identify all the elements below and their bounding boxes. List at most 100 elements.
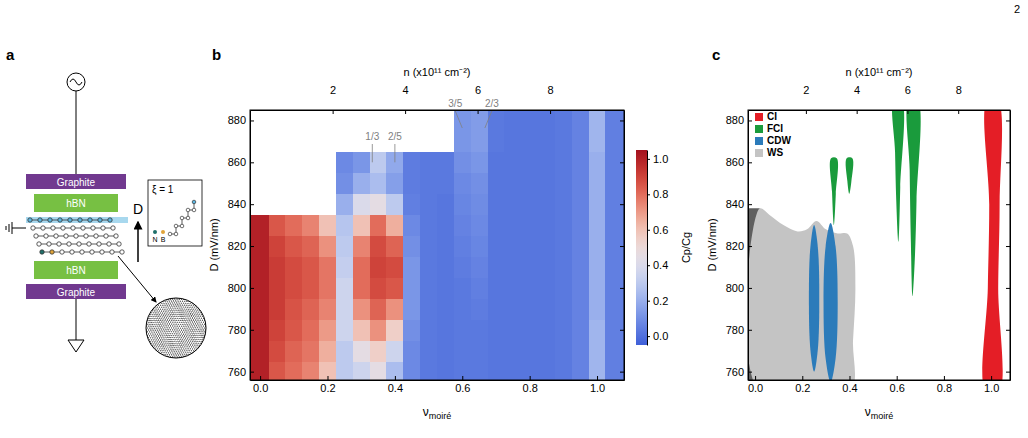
atom	[74, 234, 78, 238]
heatmap-cell	[403, 236, 420, 257]
legend-label: WS	[767, 147, 783, 158]
heatmap-cell	[319, 277, 336, 298]
heatmap-cell	[572, 277, 589, 298]
heatmap-cell	[420, 340, 437, 361]
heatmap-cell	[437, 340, 454, 361]
tick-mark	[958, 110, 959, 114]
heatmap-cell	[319, 215, 336, 236]
heatmap-cell	[488, 194, 505, 215]
heatmap-cell	[488, 131, 505, 152]
heatmap-cell	[420, 361, 437, 380]
tick-mark	[250, 162, 254, 163]
tick-label: 780	[228, 324, 246, 336]
heatmap-cell	[555, 257, 572, 278]
ground	[6, 226, 7, 230]
heatmap-cell	[504, 152, 521, 173]
heatmap-cell	[250, 319, 269, 340]
heatmap-cell	[285, 361, 302, 380]
atom	[47, 242, 51, 246]
plot-background	[250, 110, 624, 380]
tick-label: 6	[905, 84, 911, 96]
panel-0: 0.00.20.40.60.81.07607808008208408608802…	[208, 66, 692, 421]
heatmap-cell	[403, 277, 420, 298]
tick: 6	[475, 84, 481, 114]
ground	[12, 222, 13, 234]
annotation-line	[372, 144, 373, 162]
atom	[88, 218, 92, 222]
tick-label: 820	[726, 240, 744, 252]
x2-axis: 2468	[749, 84, 1011, 114]
heatmap-cell	[538, 110, 555, 131]
tick-label: 0.6	[890, 382, 905, 394]
axis-line	[624, 111, 625, 381]
heatmap-cell	[572, 298, 589, 319]
tick: 0.4	[842, 376, 857, 394]
heatmap-cell	[504, 340, 521, 361]
heatmap-cell	[538, 361, 555, 380]
tick-mark	[647, 159, 650, 160]
heatmap-cell	[589, 173, 606, 194]
heatmap-cell	[488, 298, 505, 319]
heatmap-cell	[555, 277, 572, 298]
tick-mark	[620, 120, 624, 121]
legend-label: CI	[767, 111, 777, 122]
atom	[90, 250, 94, 254]
heatmap-cell	[538, 236, 555, 257]
heatmap-cell	[471, 152, 488, 173]
heatmap-cell	[605, 340, 624, 361]
atom	[186, 216, 190, 220]
atom	[107, 242, 111, 246]
atom	[77, 242, 81, 246]
heatmap-cell	[370, 319, 387, 340]
tick	[1006, 288, 1010, 289]
heatmap-cell	[555, 173, 572, 194]
schematic: GraphitehBNhBNGraphiteDξ = 1NB	[6, 73, 208, 360]
tick: 840	[228, 198, 254, 210]
tick-mark	[250, 246, 254, 247]
heatmap-cell	[589, 361, 606, 380]
heatmap-cell	[504, 361, 521, 380]
atom	[168, 232, 172, 236]
heatmap-cell	[488, 152, 505, 173]
atom	[40, 250, 44, 254]
y-axis-title: D (mV/nm)	[706, 218, 718, 271]
heatmap-cell	[302, 340, 319, 361]
field-arrow	[137, 222, 139, 262]
heatmap-cell	[589, 277, 606, 298]
legend: CIFCICDWWS	[755, 111, 791, 158]
heatmap-cell	[437, 152, 454, 173]
heatmap-cell	[572, 194, 589, 215]
heatmap-cell	[319, 361, 336, 380]
tick-mark	[849, 376, 850, 380]
tick-label: 4	[403, 84, 409, 96]
tick-label: 8	[548, 84, 554, 96]
heatmap-cell	[454, 173, 471, 194]
heatmap-cell	[403, 319, 420, 340]
heatmap-cell	[319, 319, 336, 340]
heatmap-cell	[403, 257, 420, 278]
tick-label: 0.4	[842, 382, 857, 394]
heatmap-cell	[555, 298, 572, 319]
heatmap-cell	[353, 194, 370, 215]
panel-letter: a	[6, 46, 15, 63]
heatmap-cell	[285, 319, 302, 340]
heatmap-cell	[555, 319, 572, 340]
atom	[180, 224, 184, 228]
heatmap-cell	[538, 152, 555, 173]
tick	[620, 120, 624, 121]
heatmap-cell	[538, 298, 555, 319]
legend-swatch	[755, 113, 763, 121]
tick-mark	[748, 330, 752, 331]
heatmap-cell	[319, 236, 336, 257]
tick: 0.8	[647, 188, 668, 200]
legend-swatch	[755, 137, 763, 145]
tick: 0.6	[647, 224, 668, 236]
heatmap-cell	[269, 298, 286, 319]
tick-mark	[647, 265, 650, 266]
heatmap-cell	[504, 277, 521, 298]
atom	[34, 234, 38, 238]
atom	[192, 200, 196, 204]
tick-mark	[1006, 288, 1010, 289]
heatmap-cell	[572, 173, 589, 194]
tick: 780	[228, 324, 254, 336]
